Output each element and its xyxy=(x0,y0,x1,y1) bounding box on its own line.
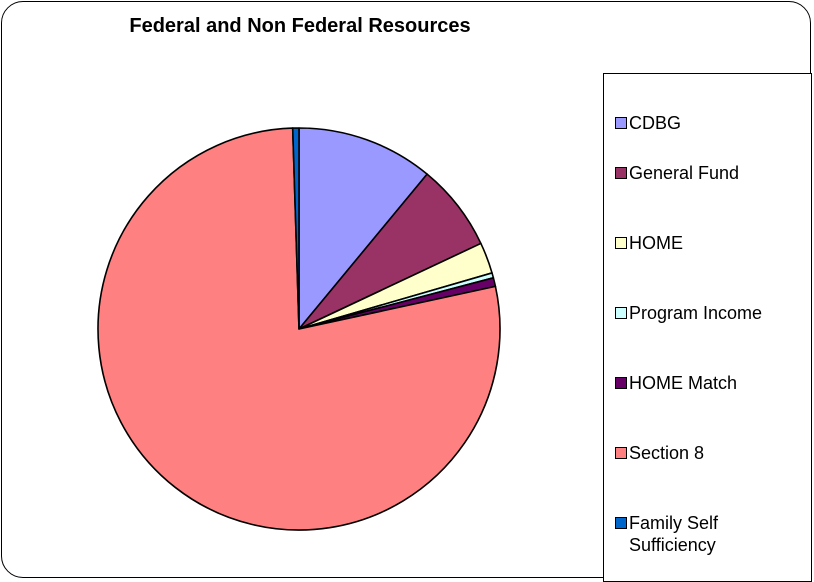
legend-item: HOME Match xyxy=(615,372,737,394)
legend: CDBG General Fund HOME Program Income HOME M… xyxy=(603,73,812,582)
legend-swatch xyxy=(615,377,627,389)
legend-label: Family Self Sufficiency xyxy=(629,513,719,555)
legend-label: HOME xyxy=(629,233,683,253)
pie-slice-cdbg xyxy=(298,127,428,330)
legend-item: CDBG xyxy=(615,112,681,134)
legend-swatch xyxy=(615,447,627,459)
legend-swatch xyxy=(615,117,627,129)
legend-item: HOME xyxy=(615,232,683,254)
legend-label: HOME Match xyxy=(629,373,738,393)
pie-slice-family-self-sufficiency xyxy=(291,127,300,330)
legend-item: Family Self Sufficiency xyxy=(615,512,769,556)
legend-swatch xyxy=(615,167,627,179)
legend-item: General Fund xyxy=(615,162,739,184)
legend-label: Program Income xyxy=(629,303,763,323)
legend-item: Section 8 xyxy=(615,442,704,464)
legend-label: General Fund xyxy=(629,163,740,183)
legend-swatch xyxy=(615,517,627,529)
legend-swatch xyxy=(615,237,627,249)
legend-label: Section 8 xyxy=(629,443,705,463)
legend-swatch xyxy=(615,307,627,319)
legend-item: Program Income xyxy=(615,302,762,324)
legend-label: CDBG xyxy=(629,113,682,133)
chart-title: Federal and Non Federal Resources xyxy=(129,15,471,37)
